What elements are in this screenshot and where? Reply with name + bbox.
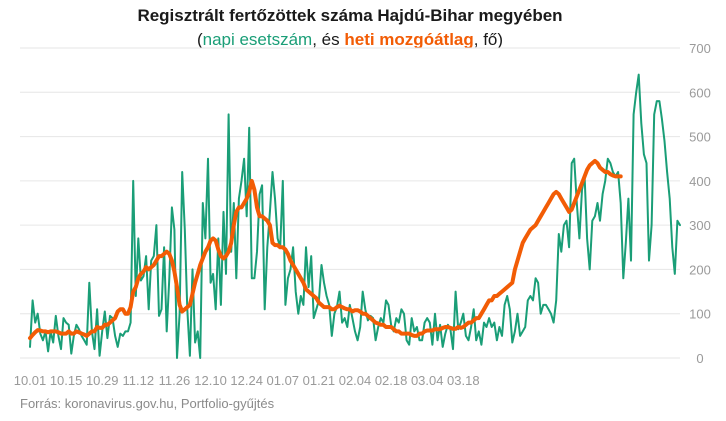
y-tick-label: 0	[696, 351, 703, 366]
y-tick-label: 600	[689, 85, 711, 100]
chart-subtitle: (napi esetszám, és heti mozgóátlag, fő)	[0, 30, 700, 50]
y-axis-ticks: 0 100 200 300 400 500 600 700	[689, 41, 711, 366]
source-note: Forrás: koronavirus.gov.hu, Portfolio-gy…	[20, 396, 275, 411]
subtitle-mid: , és	[312, 30, 345, 49]
x-tick-label: 10.29	[86, 373, 119, 388]
x-axis-ticks: 10.01 10.15 10.29 11.12 11.26 12.10 12.24 01.07…	[14, 373, 480, 388]
x-tick-label: 02.18	[375, 373, 408, 388]
series-lines	[28, 73, 681, 359]
x-tick-label: 02.04	[339, 373, 372, 388]
x-tick-label: 03.18	[447, 373, 480, 388]
y-tick-label: 400	[689, 174, 711, 189]
legend-avg-label: heti mozgóátlag	[344, 30, 474, 49]
x-tick-label: 01.07	[267, 373, 300, 388]
y-tick-label: 700	[689, 41, 711, 56]
y-tick-label: 200	[689, 262, 711, 277]
x-tick-label: 10.01	[14, 373, 47, 388]
x-tick-label: 10.15	[50, 373, 83, 388]
subtitle-close: , fő)	[473, 30, 504, 49]
chart-title: Regisztrált fertőzöttek száma Hajdú-Biha…	[137, 6, 563, 25]
series-line-avg	[28, 158, 623, 341]
x-tick-label: 03.04	[411, 373, 444, 388]
legend-daily-label: napi esetszám	[202, 30, 313, 49]
subtitle-open: (	[196, 30, 203, 49]
x-tick-label: 01.21	[303, 373, 336, 388]
y-tick-label: 500	[689, 130, 711, 145]
x-tick-label: 12.10	[194, 373, 227, 388]
y-tick-label: 300	[689, 218, 711, 233]
y-tick-label: 100	[689, 307, 711, 322]
x-tick-label: 12.24	[230, 373, 263, 388]
x-tick-label: 11.12	[123, 373, 155, 388]
series-line-daily	[29, 73, 681, 359]
x-tick-label: 11.26	[159, 373, 191, 388]
